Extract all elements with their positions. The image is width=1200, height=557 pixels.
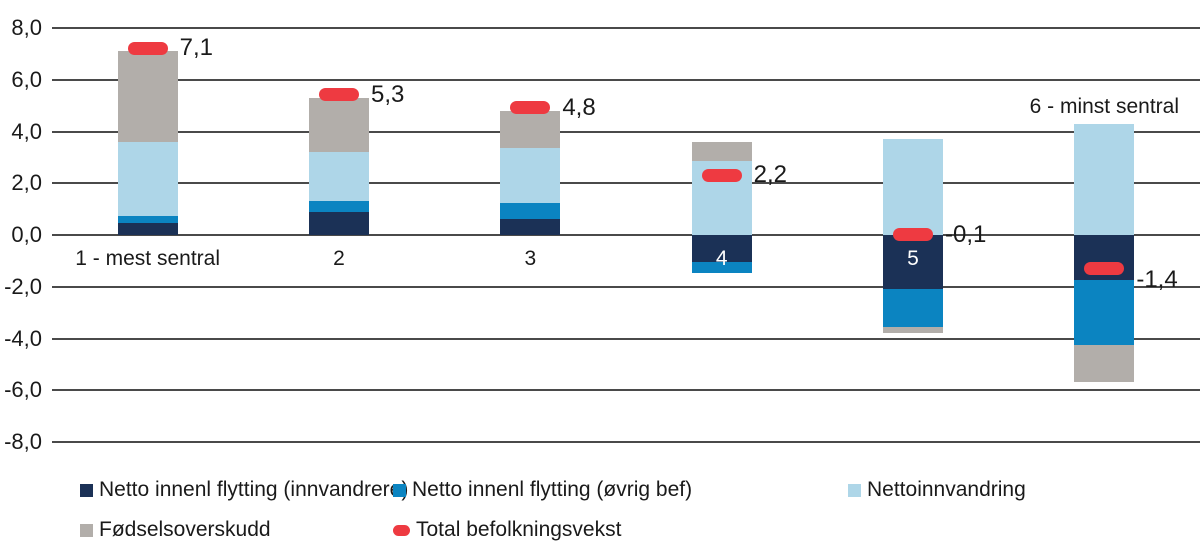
category-label: 1 - mest sentral xyxy=(75,247,221,270)
bar-segment xyxy=(117,215,178,224)
total-marker xyxy=(319,88,359,102)
y-tick-label: 0,0 xyxy=(11,222,42,247)
gridline xyxy=(52,389,1200,392)
legend-label: Total befolkningsvekst xyxy=(416,518,622,541)
legend-square-swatch xyxy=(848,483,861,497)
total-marker xyxy=(510,101,551,115)
gridline xyxy=(52,78,1200,81)
y-tick-label: -4,0 xyxy=(4,325,42,351)
legend-marker-swatch xyxy=(393,524,410,536)
gridline xyxy=(52,130,1200,133)
gridline xyxy=(52,337,1200,340)
y-tick-label: -2,0 xyxy=(4,273,42,299)
bar-segment xyxy=(500,148,561,203)
bar-segment xyxy=(500,110,561,149)
y-tick-label: -8,0 xyxy=(4,429,42,454)
category-label: 3 xyxy=(524,247,537,270)
y-tick-label: 4,0 xyxy=(11,118,42,144)
legend-square-swatch xyxy=(80,483,93,497)
total-marker xyxy=(701,168,742,182)
bar-segment xyxy=(309,201,369,212)
bar-segment xyxy=(117,141,178,216)
total-value-label: 7,1 xyxy=(179,34,214,62)
legend-item: Fødselsoverskudd xyxy=(80,517,271,543)
bar-segment xyxy=(1074,123,1135,235)
bar-segment xyxy=(883,139,943,235)
total-value-label: 5,3 xyxy=(371,80,405,108)
total-value-label: -1,4 xyxy=(1136,266,1178,294)
legend-label: Fødselsoverskudd xyxy=(99,518,271,541)
total-marker xyxy=(127,41,168,55)
bar-segment xyxy=(117,51,178,142)
bar-segment xyxy=(691,235,752,263)
category-label: 6 - minst sentral xyxy=(1029,95,1180,118)
legend-label: Netto innenl flytting (innvandrere) xyxy=(99,478,409,501)
bar-segment xyxy=(309,97,369,153)
total-marker xyxy=(1084,261,1125,275)
gridline xyxy=(52,27,1200,29)
category-label: 2 xyxy=(333,247,345,270)
legend-item: Nettoinnvandring xyxy=(848,477,1026,503)
y-tick-label: 2,0 xyxy=(11,170,42,196)
total-value-label: 2,2 xyxy=(753,161,788,189)
bar-segment xyxy=(691,141,752,162)
bar-segment xyxy=(691,262,752,273)
total-value-label: 4,8 xyxy=(562,93,596,121)
legend-square-swatch xyxy=(80,523,93,537)
gridline xyxy=(52,234,1200,236)
category-label: 4 xyxy=(715,247,728,270)
bar-segment xyxy=(309,152,369,202)
total-value-label: -0,1 xyxy=(945,220,987,248)
y-tick-label: 6,0 xyxy=(11,66,42,92)
legend-item: Netto innenl flytting (øvrig bef) xyxy=(393,477,692,503)
category-label: 5 xyxy=(907,247,919,270)
total-marker xyxy=(893,228,933,242)
bar-segment xyxy=(883,289,943,327)
bar-segment xyxy=(309,211,369,235)
bar-segment xyxy=(500,219,561,235)
bar-segment xyxy=(1074,344,1135,383)
bar-segment xyxy=(500,202,561,220)
gridline xyxy=(52,285,1200,288)
legend-item: Total befolkningsvekst xyxy=(393,517,621,543)
gridline xyxy=(52,182,1200,185)
legend-square-swatch xyxy=(393,483,406,497)
bar-segment xyxy=(883,326,943,334)
legend-item: Netto innenl flytting (innvandrere) xyxy=(80,477,408,503)
bar-segment xyxy=(1074,280,1135,345)
gridline xyxy=(52,441,1200,443)
bar-segment xyxy=(883,235,943,290)
legend-label: Nettoinnvandring xyxy=(867,478,1026,501)
legend-label: Netto innenl flytting (øvrig bef) xyxy=(412,478,693,501)
y-tick-label: 8,0 xyxy=(11,15,42,40)
y-tick-label: -6,0 xyxy=(4,377,42,403)
bar-segment xyxy=(117,223,178,235)
